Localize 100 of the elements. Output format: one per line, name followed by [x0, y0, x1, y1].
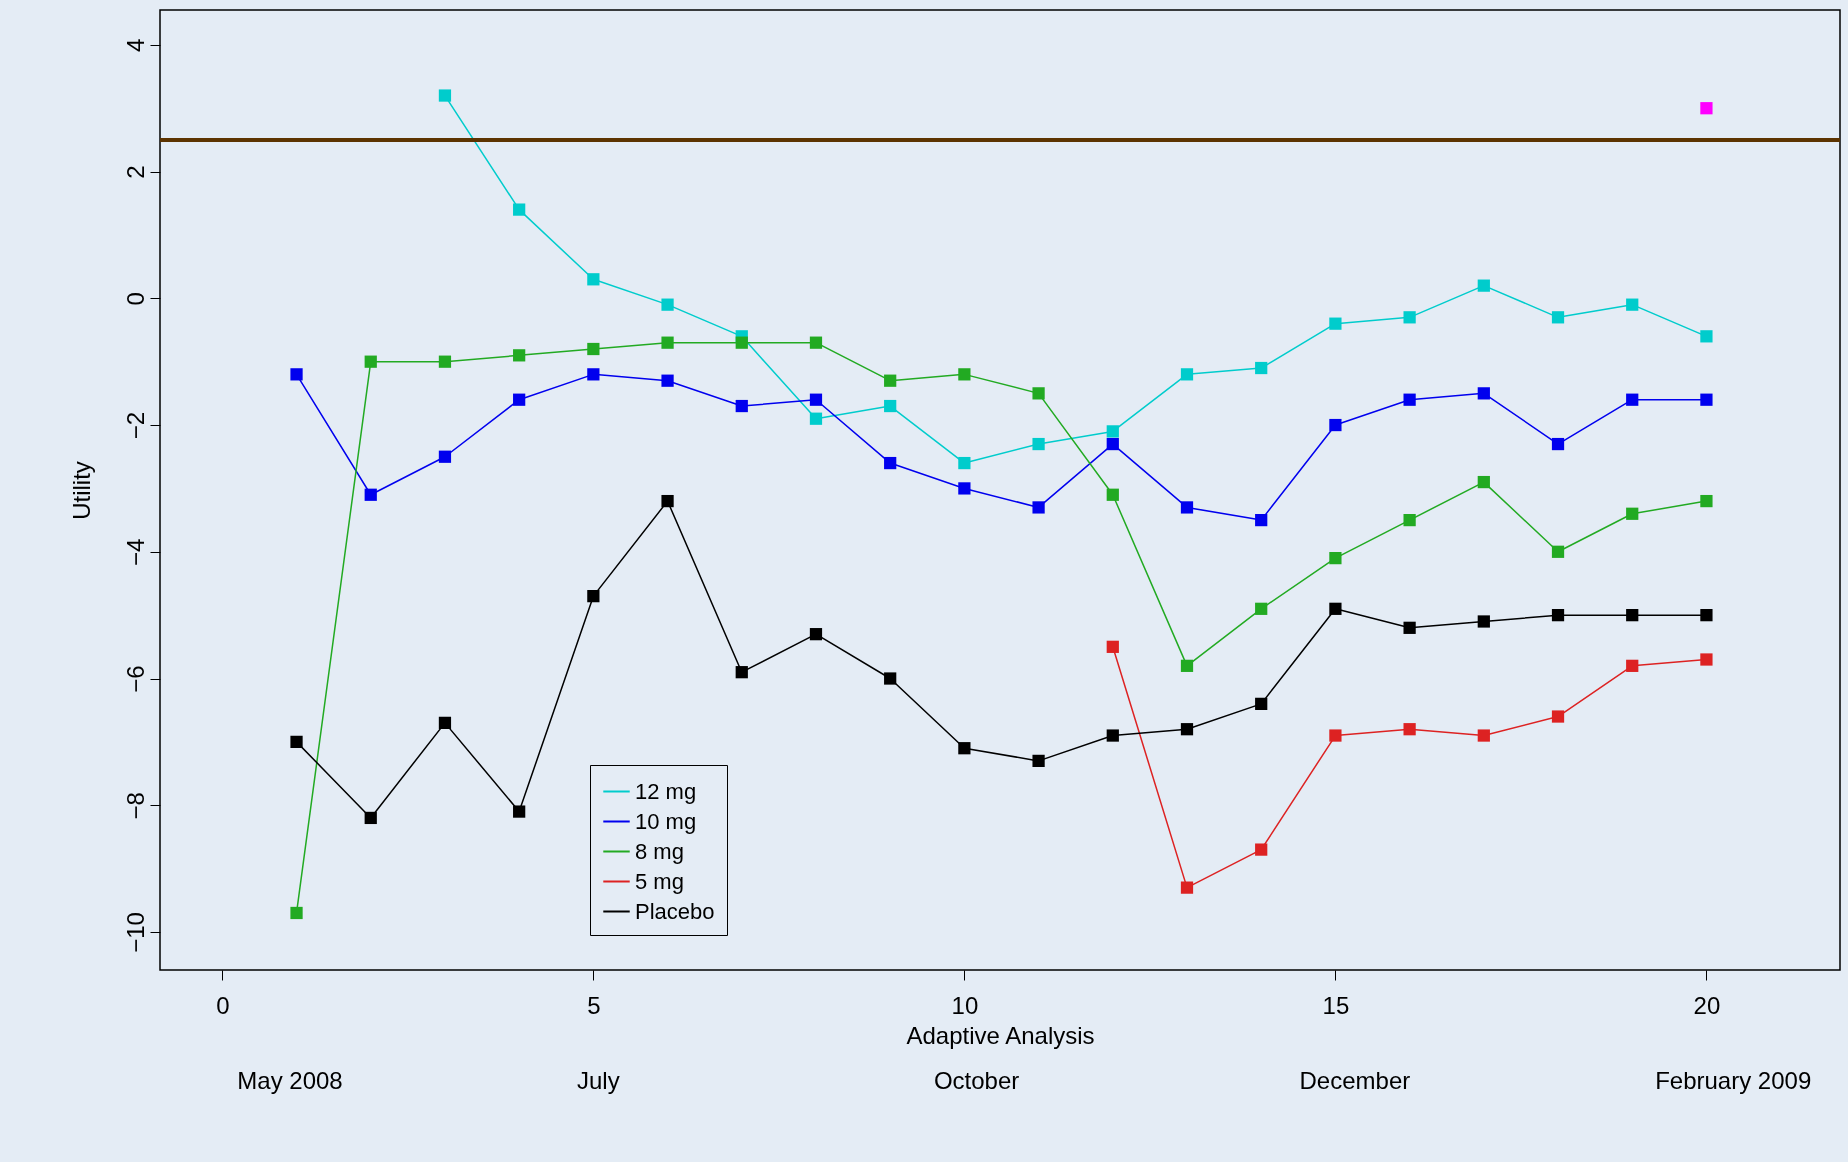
- point: [290, 368, 303, 381]
- x-tick-label: 15: [1322, 991, 1350, 1019]
- y-tick-label: 2: [121, 165, 149, 179]
- point: [1551, 609, 1565, 622]
- point: [1180, 723, 1194, 736]
- point: [1477, 615, 1490, 628]
- point: [1551, 545, 1565, 558]
- y-tick-label: −8: [121, 792, 149, 820]
- point: [513, 349, 526, 362]
- text: May 2008: [237, 1067, 343, 1094]
- point: [364, 355, 377, 368]
- x-tick-label: 10: [951, 991, 979, 1019]
- y-tick-label: −4: [121, 538, 149, 566]
- point: [1626, 507, 1639, 520]
- point: [958, 456, 971, 470]
- point: [884, 456, 897, 470]
- point: [1255, 361, 1268, 375]
- point: [364, 811, 377, 825]
- point: [958, 482, 971, 495]
- x-tick-label: 5: [587, 991, 601, 1019]
- point: [661, 336, 674, 349]
- text: December: [1299, 1067, 1411, 1094]
- point: [290, 906, 303, 920]
- point: [884, 374, 897, 387]
- point: [1403, 393, 1416, 406]
- point: [1700, 609, 1713, 622]
- point: [1700, 102, 1713, 115]
- point: [735, 666, 748, 679]
- point: [1551, 311, 1565, 324]
- x-tick-label: 0: [216, 991, 230, 1019]
- point: [1032, 754, 1045, 768]
- point: [1477, 279, 1490, 292]
- point: [1626, 609, 1639, 622]
- point: [587, 342, 600, 356]
- x-tick-label: 20: [1693, 991, 1721, 1019]
- point: [1032, 387, 1045, 400]
- point: [1106, 425, 1119, 438]
- point: [1106, 640, 1119, 653]
- point: [438, 89, 452, 102]
- point: [1032, 501, 1045, 514]
- point: [1180, 881, 1194, 894]
- point: [1551, 437, 1565, 451]
- point: [364, 488, 377, 501]
- y-tick-label: −10: [121, 912, 149, 953]
- legend-label: 12 mg: [635, 778, 697, 804]
- point: [513, 805, 526, 818]
- point: [1329, 602, 1342, 615]
- text: October: [933, 1067, 1020, 1094]
- point: [1255, 513, 1268, 527]
- y-tick-label: −6: [121, 665, 149, 693]
- point: [1626, 393, 1639, 406]
- point: [1106, 488, 1119, 501]
- point: [438, 450, 452, 463]
- point: [661, 298, 674, 311]
- point: [1329, 551, 1342, 565]
- point: [1403, 621, 1416, 634]
- point: [884, 399, 897, 413]
- y-axis-title: Utility: [67, 461, 95, 520]
- point: [1477, 387, 1490, 400]
- point: [1626, 659, 1639, 672]
- point: [1700, 393, 1713, 406]
- point: [661, 374, 674, 387]
- point: [1403, 513, 1416, 527]
- point: [1106, 729, 1119, 742]
- point: [661, 494, 674, 508]
- point: [1700, 330, 1713, 343]
- point: [587, 273, 600, 286]
- legend-label: 5 mg: [635, 868, 684, 894]
- point: [1255, 843, 1268, 856]
- point: [1255, 697, 1268, 710]
- point: [587, 590, 600, 603]
- point: [958, 742, 971, 755]
- point: [809, 336, 823, 349]
- point: [1329, 317, 1342, 330]
- point: [884, 672, 897, 685]
- point: [513, 393, 526, 406]
- point: [809, 412, 823, 425]
- legend-label: 10 mg: [635, 808, 697, 834]
- y-tick-label: 0: [121, 292, 149, 306]
- point: [1403, 723, 1416, 736]
- x-axis-title: Adaptive Analysis: [906, 1021, 1095, 1049]
- point: [1700, 653, 1713, 666]
- y-tick-label: 4: [121, 38, 149, 53]
- point: [1032, 437, 1045, 451]
- point: [513, 203, 526, 216]
- point: [1626, 298, 1639, 311]
- point: [1255, 602, 1268, 615]
- point: [1106, 437, 1119, 451]
- point: [1477, 729, 1490, 742]
- point: [1180, 368, 1194, 381]
- y-tick-label: −2: [121, 411, 149, 440]
- point: [438, 716, 452, 729]
- point: [809, 393, 823, 406]
- point: [1180, 501, 1194, 514]
- text: February 2009: [1655, 1067, 1812, 1094]
- point: [1477, 475, 1490, 489]
- point: [735, 336, 748, 349]
- point: [438, 355, 452, 368]
- point: [809, 628, 823, 641]
- point: [1700, 494, 1713, 508]
